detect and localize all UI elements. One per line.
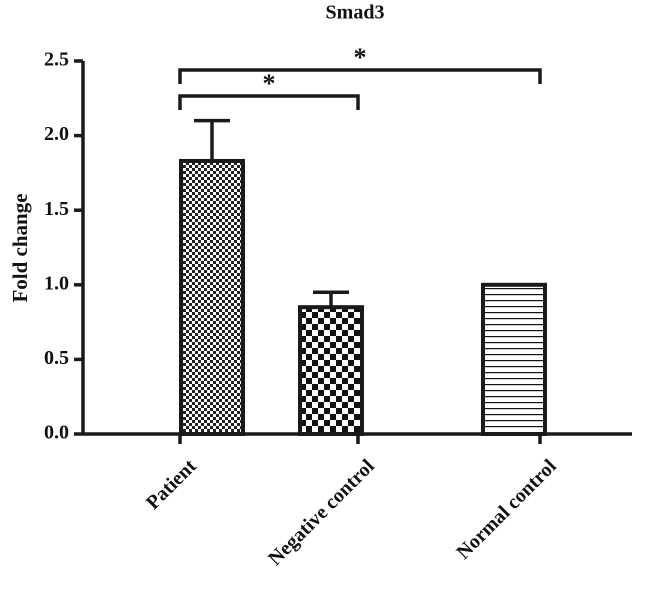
significance-bracket <box>178 94 360 110</box>
bar <box>481 282 547 436</box>
y-tick-label: 2.0 <box>44 123 69 145</box>
y-tick-label: 0.0 <box>44 422 69 444</box>
x-tick-label: Normal control <box>452 455 561 564</box>
y-tick-label: 1.0 <box>44 272 69 294</box>
significance-mark: * <box>354 43 367 72</box>
y-tick-label: 1.5 <box>44 198 69 220</box>
significance-bracket <box>178 68 542 84</box>
bar <box>298 305 364 436</box>
y-tick-label: 0.5 <box>44 347 69 369</box>
y-axis-label: Fold change <box>8 193 32 302</box>
bar <box>179 158 245 437</box>
x-tick-label: Negative control <box>264 455 379 570</box>
significance-mark: * <box>263 69 276 98</box>
chart-title: Smad3 <box>326 2 385 24</box>
y-tick-label: 2.5 <box>44 49 69 71</box>
x-tick-label: Patient <box>142 455 201 514</box>
